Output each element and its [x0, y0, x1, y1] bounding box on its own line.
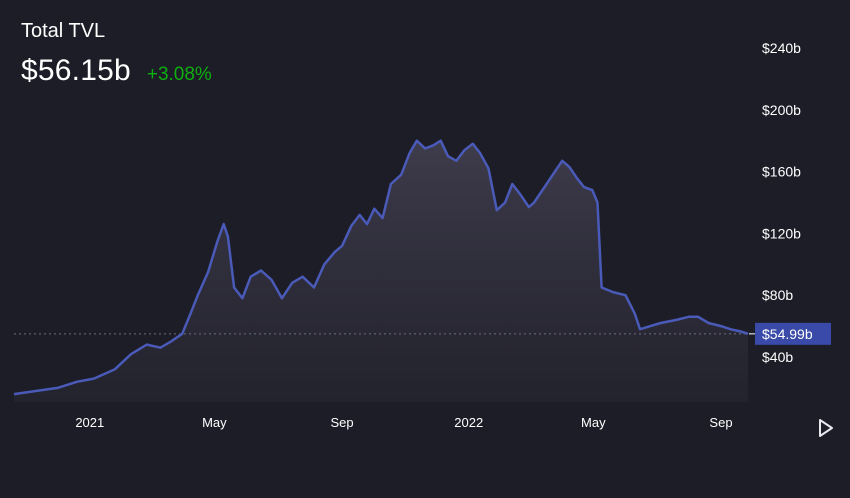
play-icon [819, 419, 833, 437]
x-tick-label: May [581, 415, 606, 430]
play-button[interactable] [814, 416, 838, 440]
x-tick-label: May [202, 415, 227, 430]
tvl-change: +3.08% [146, 64, 212, 85]
tvl-summary: $56.15b +3.08% [21, 54, 212, 88]
y-tick-label: $80b [762, 287, 793, 303]
y-tick-label: $240b [762, 40, 801, 56]
y-tick-label: $160b [762, 164, 801, 180]
chart-title: Total TVL [21, 20, 106, 42]
x-tick-label: 2022 [454, 415, 483, 430]
tvl-area-fill [14, 140, 748, 402]
current-value-label: $54.99b [762, 326, 813, 342]
x-tick-label: Sep [330, 415, 353, 430]
y-tick-label: $200b [762, 102, 801, 118]
tvl-value: $56.15b [21, 54, 131, 87]
x-tick-label: 2021 [75, 415, 104, 430]
x-tick-label: Sep [709, 415, 732, 430]
current-value-tag [755, 322, 831, 345]
tvl-series-line [13, 139, 749, 396]
y-tick-label: $40b [762, 349, 793, 365]
y-tick-label: $120b [762, 225, 801, 241]
